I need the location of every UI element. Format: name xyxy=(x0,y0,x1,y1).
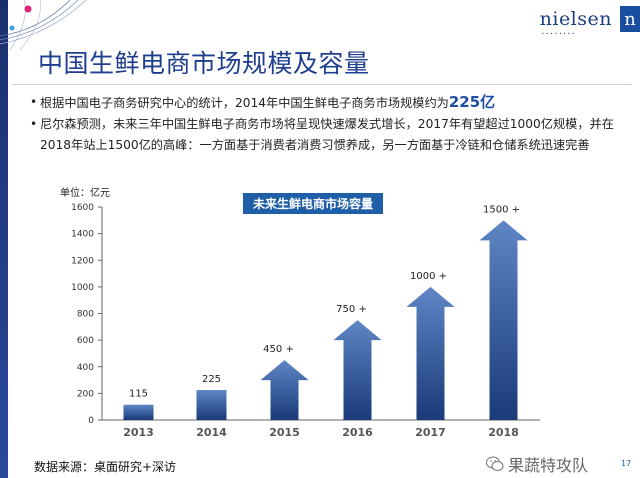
chart-title: 未来生鲜电商市场容量 xyxy=(252,196,373,211)
wechat-icon xyxy=(486,456,504,471)
bullet-1-text: 根据中国电子商务研究中心的统计，2014年中国生鲜电子商务市场规模约为 xyxy=(40,96,449,110)
bullet-2-text: 尼尔森预测，未来三年中国生鲜电子商务市场将呈现快速爆发式增长，2017年有望超过… xyxy=(40,117,614,152)
bar-arrow xyxy=(479,220,528,420)
data-label: 115 xyxy=(129,389,148,400)
x-tick-label: 2016 xyxy=(342,426,373,439)
y-tick-label: 200 xyxy=(77,389,94,399)
watermark-text: 果蔬特攻队 xyxy=(508,456,589,475)
bar-arrow xyxy=(406,286,455,420)
data-label: 1000 + xyxy=(410,271,447,282)
chart-title-box xyxy=(243,193,383,214)
y-tick-label: 1200 xyxy=(71,256,94,266)
y-tick-label: 400 xyxy=(77,363,94,373)
y-tick-label: 0 xyxy=(88,416,94,426)
data-label: 225 xyxy=(202,374,221,385)
bar-arrow xyxy=(260,360,309,420)
bullet-list: 根据中国电子商务研究中心的统计，2014年中国生鲜电子商务市场规模约为225亿 … xyxy=(30,92,630,156)
x-tick-label: 2015 xyxy=(269,426,300,439)
bar-arrow xyxy=(333,320,382,420)
x-tick-label: 2014 xyxy=(196,426,227,439)
y-tick-label: 1400 xyxy=(71,230,94,240)
page-number: 17 xyxy=(621,459,632,468)
data-source: 数据来源：桌面研究+深访 xyxy=(34,460,177,474)
bar xyxy=(196,390,227,420)
wechat-watermark: 果蔬特攻队 xyxy=(486,452,588,476)
x-tick-label: 2013 xyxy=(123,426,154,439)
logo-mark: n xyxy=(620,6,640,32)
left-accent-strip xyxy=(0,0,8,478)
y-tick-label: 800 xyxy=(77,310,94,320)
y-tick-label: 600 xyxy=(77,336,94,346)
bullet-item-2: 尼尔森预测，未来三年中国生鲜电子商务市场将呈现快速爆发式增长，2017年有望超过… xyxy=(30,114,630,156)
title-divider xyxy=(12,84,632,85)
page-title: 中国生鲜电商市场规模及容量 xyxy=(38,49,370,78)
decorative-lines xyxy=(0,0,87,50)
y-unit-label: 单位：亿元 xyxy=(60,186,110,199)
y-tick-label: 1600 xyxy=(71,203,94,213)
data-label: 1500 + xyxy=(483,204,520,215)
logo-text: nielsen xyxy=(539,8,612,30)
logo-dots: •••••••• xyxy=(541,31,577,36)
bullet-item-1: 根据中国电子商务研究中心的统计，2014年中国生鲜电子商务市场规模约为225亿 xyxy=(30,92,630,114)
x-tick-label: 2018 xyxy=(488,426,519,439)
x-tick-label: 2017 xyxy=(415,426,446,439)
data-label: 450 + xyxy=(263,344,294,355)
bar xyxy=(123,404,154,420)
data-label: 750 + xyxy=(336,304,367,315)
nielsen-logo: nielsen •••••••• n xyxy=(539,6,640,36)
y-tick-label: 1000 xyxy=(71,283,94,293)
bullet-1-highlight: 225亿 xyxy=(448,93,496,111)
